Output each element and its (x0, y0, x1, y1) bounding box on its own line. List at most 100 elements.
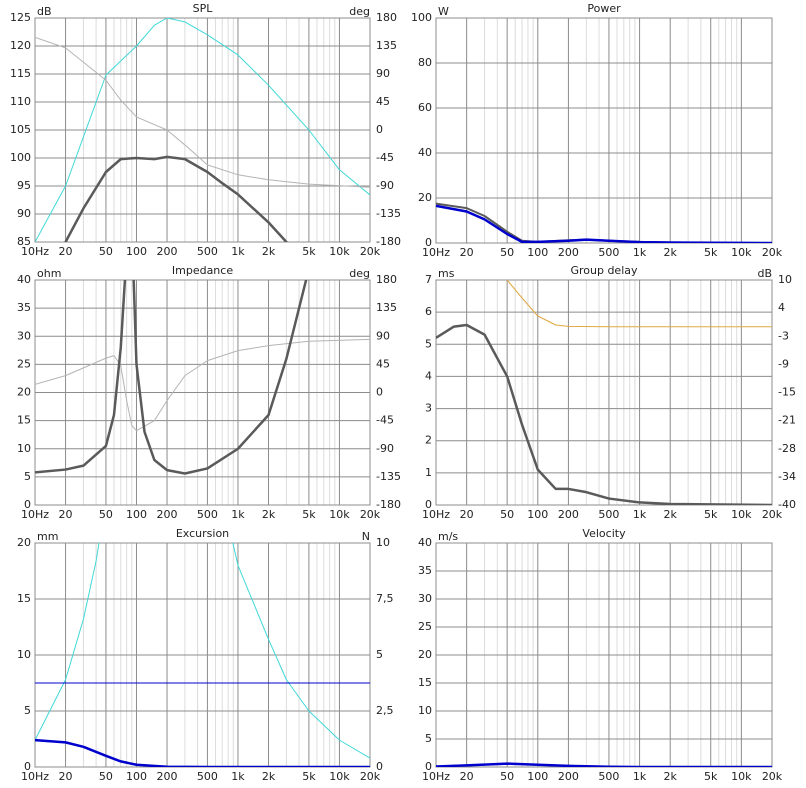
x-tick-label: 2k (262, 245, 276, 258)
x-tick-label: 100 (126, 770, 147, 783)
y2-tick-label: 90 (376, 329, 390, 342)
x-tick-label: 20 (460, 508, 474, 521)
y2-tick-label: 10 (376, 536, 390, 549)
y2-tick-label: 5 (376, 648, 383, 661)
y-tick-label: 85 (17, 235, 31, 248)
chart-title: Group delay (570, 264, 638, 277)
x-tick-label: 20 (460, 770, 474, 783)
x-tick-label: 10Hz (21, 508, 49, 521)
x-tick-label: 20 (59, 508, 73, 521)
x-tick-label: 5k (302, 770, 316, 783)
x-tick-label: 50 (99, 770, 113, 783)
x-tick-label: 50 (99, 245, 113, 258)
y2-tick-label: 45 (376, 95, 390, 108)
y-tick-label: 0 (425, 236, 432, 249)
y-tick-label: 5 (24, 704, 31, 717)
y2-tick-label: -45 (376, 414, 394, 427)
series-line (35, 18, 370, 242)
chart-title: Excursion (176, 527, 229, 540)
x-tick-label: 10Hz (422, 508, 450, 521)
y-tick-label: 100 (411, 11, 432, 24)
x-tick-label: 5k (302, 508, 316, 521)
x-tick-label: 10Hz (21, 770, 49, 783)
y2-tick-label: 4 (778, 301, 785, 314)
y-tick-label: 125 (10, 11, 31, 24)
y2-tick-label: 180 (376, 273, 397, 286)
series-line (35, 738, 370, 767)
x-tick-label: 5k (302, 245, 316, 258)
y2-tick-label: -135 (376, 470, 401, 483)
x-tick-label: 20 (460, 246, 474, 259)
y2-tick-label: -15 (778, 386, 796, 399)
x-tick-label: 500 (197, 508, 218, 521)
plot-frame (435, 279, 773, 506)
x-tick-label: 1k (231, 245, 245, 258)
x-tick-label: 20k (360, 508, 381, 521)
chart-title: Impedance (172, 264, 233, 277)
x-tick-label: 5k (704, 770, 718, 783)
y2-tick-label: 0 (376, 123, 383, 136)
y-tick-label: 20 (17, 536, 31, 549)
y2-unit: deg (349, 267, 370, 280)
x-tick-label: 2k (664, 508, 678, 521)
y-tick-label: 10 (418, 704, 432, 717)
y-tick-label: 40 (418, 536, 432, 549)
series-line (436, 323, 772, 505)
series-line (436, 204, 772, 243)
series-line (436, 762, 772, 767)
y-tick-label: 30 (17, 329, 31, 342)
x-tick-label: 10k (731, 508, 752, 521)
y-unit: dB (37, 5, 52, 18)
x-tick-label: 5k (704, 246, 718, 259)
x-tick-label: 10Hz (21, 245, 49, 258)
x-tick-label: 50 (500, 246, 514, 259)
x-tick-label: 500 (197, 245, 218, 258)
x-tick-label: 1k (633, 246, 647, 259)
x-tick-label: 200 (157, 770, 178, 783)
x-tick-label: 100 (527, 246, 548, 259)
y-tick-label: 60 (418, 101, 432, 114)
x-tick-label: 200 (157, 508, 178, 521)
series-line (63, 155, 288, 242)
x-tick-label: 2k (664, 246, 678, 259)
x-tick-label: 50 (500, 508, 514, 521)
y-tick-label: 0 (24, 498, 31, 511)
series-line (506, 280, 772, 328)
y-tick-label: 105 (10, 123, 31, 136)
x-tick-label: 100 (126, 245, 147, 258)
y-tick-label: 10 (17, 442, 31, 455)
x-tick-label: 20k (360, 245, 381, 258)
x-tick-label: 1k (633, 770, 647, 783)
x-tick-label: 5k (704, 508, 718, 521)
y-tick-label: 120 (10, 39, 31, 52)
y2-tick-label: -45 (376, 151, 394, 164)
y-unit: m/s (438, 530, 458, 543)
chart-title: Power (587, 2, 621, 15)
y2-tick-label: 45 (376, 357, 390, 370)
plot-frame (435, 17, 773, 244)
series-line (35, 280, 308, 475)
y2-tick-label: 135 (376, 39, 397, 52)
y2-tick-label: -34 (778, 470, 796, 483)
plot-area (436, 280, 772, 505)
x-tick-label: 10Hz (422, 246, 450, 259)
y-unit: W (438, 5, 449, 18)
x-tick-label: 20k (762, 508, 783, 521)
y2-tick-label: -28 (778, 442, 796, 455)
y2-unit: N (362, 530, 370, 543)
x-tick-label: 1k (231, 508, 245, 521)
x-tick-label: 200 (157, 245, 178, 258)
y-tick-label: 0 (425, 498, 432, 511)
y-tick-label: 2 (425, 434, 432, 447)
y2-tick-label: 180 (376, 11, 397, 24)
y-tick-label: 30 (418, 592, 432, 605)
y2-tick-label: -135 (376, 207, 401, 220)
plot-frame (34, 279, 371, 506)
x-tick-label: 50 (500, 770, 514, 783)
y-tick-label: 20 (17, 386, 31, 399)
plot-frame (34, 17, 371, 243)
x-tick-label: 10Hz (422, 770, 450, 783)
x-tick-label: 500 (598, 770, 619, 783)
